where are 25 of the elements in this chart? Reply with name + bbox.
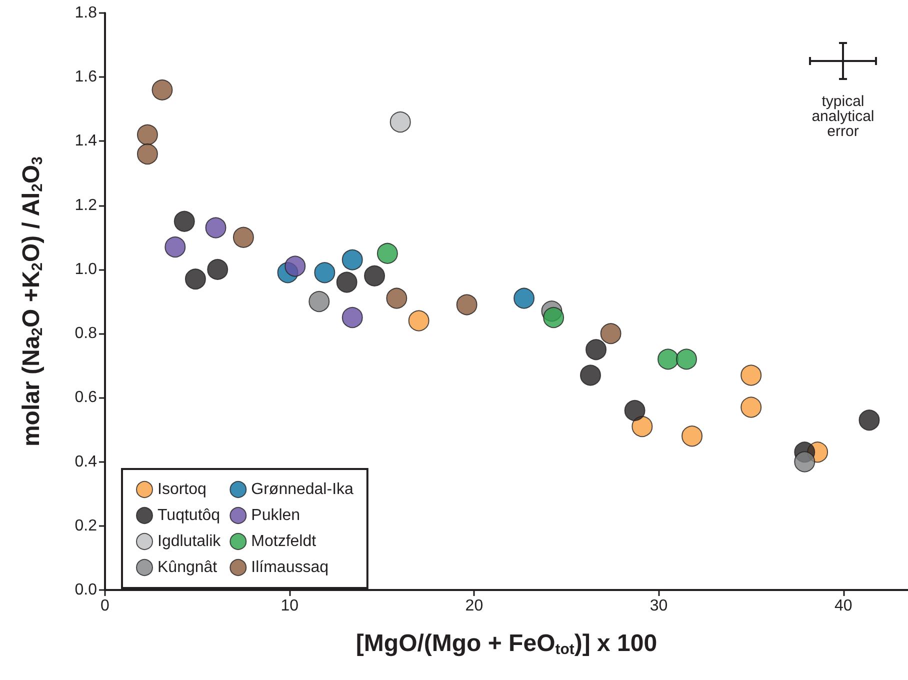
legend-label: Igdlutalik bbox=[158, 533, 222, 550]
y-tick-label: 0.6 bbox=[74, 389, 98, 406]
legend-label: Motzfeldt bbox=[251, 533, 317, 550]
y-tick-label: 0.2 bbox=[74, 517, 98, 534]
x-tick-label: 30 bbox=[650, 598, 668, 614]
legend-label: Tuqtutôq bbox=[158, 507, 220, 524]
y-tick-label: 1.8 bbox=[74, 4, 98, 22]
y-tick-label: 1.2 bbox=[74, 196, 98, 214]
legend-label: Ilímaussaq bbox=[251, 559, 329, 576]
legend-label: Grønnedal-Ika bbox=[251, 481, 354, 498]
legend-label: Isortoq bbox=[158, 481, 206, 498]
y-tick-label: 1.0 bbox=[74, 260, 98, 278]
x-tick-label: 20 bbox=[465, 598, 484, 614]
y-tick-label: 0.8 bbox=[74, 325, 98, 342]
y-axis-title: molar (Na2O +K2O) / Al2O3 bbox=[18, 156, 46, 447]
y-tick-label: 1.4 bbox=[74, 132, 98, 150]
y-tick-label: 0.0 bbox=[74, 582, 98, 598]
annotation: typical analytical error bbox=[810, 93, 876, 140]
x-tick-label: 40 bbox=[834, 598, 852, 614]
x-tick-label: 0 bbox=[100, 598, 110, 614]
legend-label: Kûngnât bbox=[158, 559, 218, 576]
y-tick-label: 1.6 bbox=[74, 68, 98, 86]
y-tick-label: 0.4 bbox=[74, 453, 98, 470]
x-tick-label: 10 bbox=[280, 598, 299, 614]
legend-label: Puklen bbox=[251, 507, 300, 524]
